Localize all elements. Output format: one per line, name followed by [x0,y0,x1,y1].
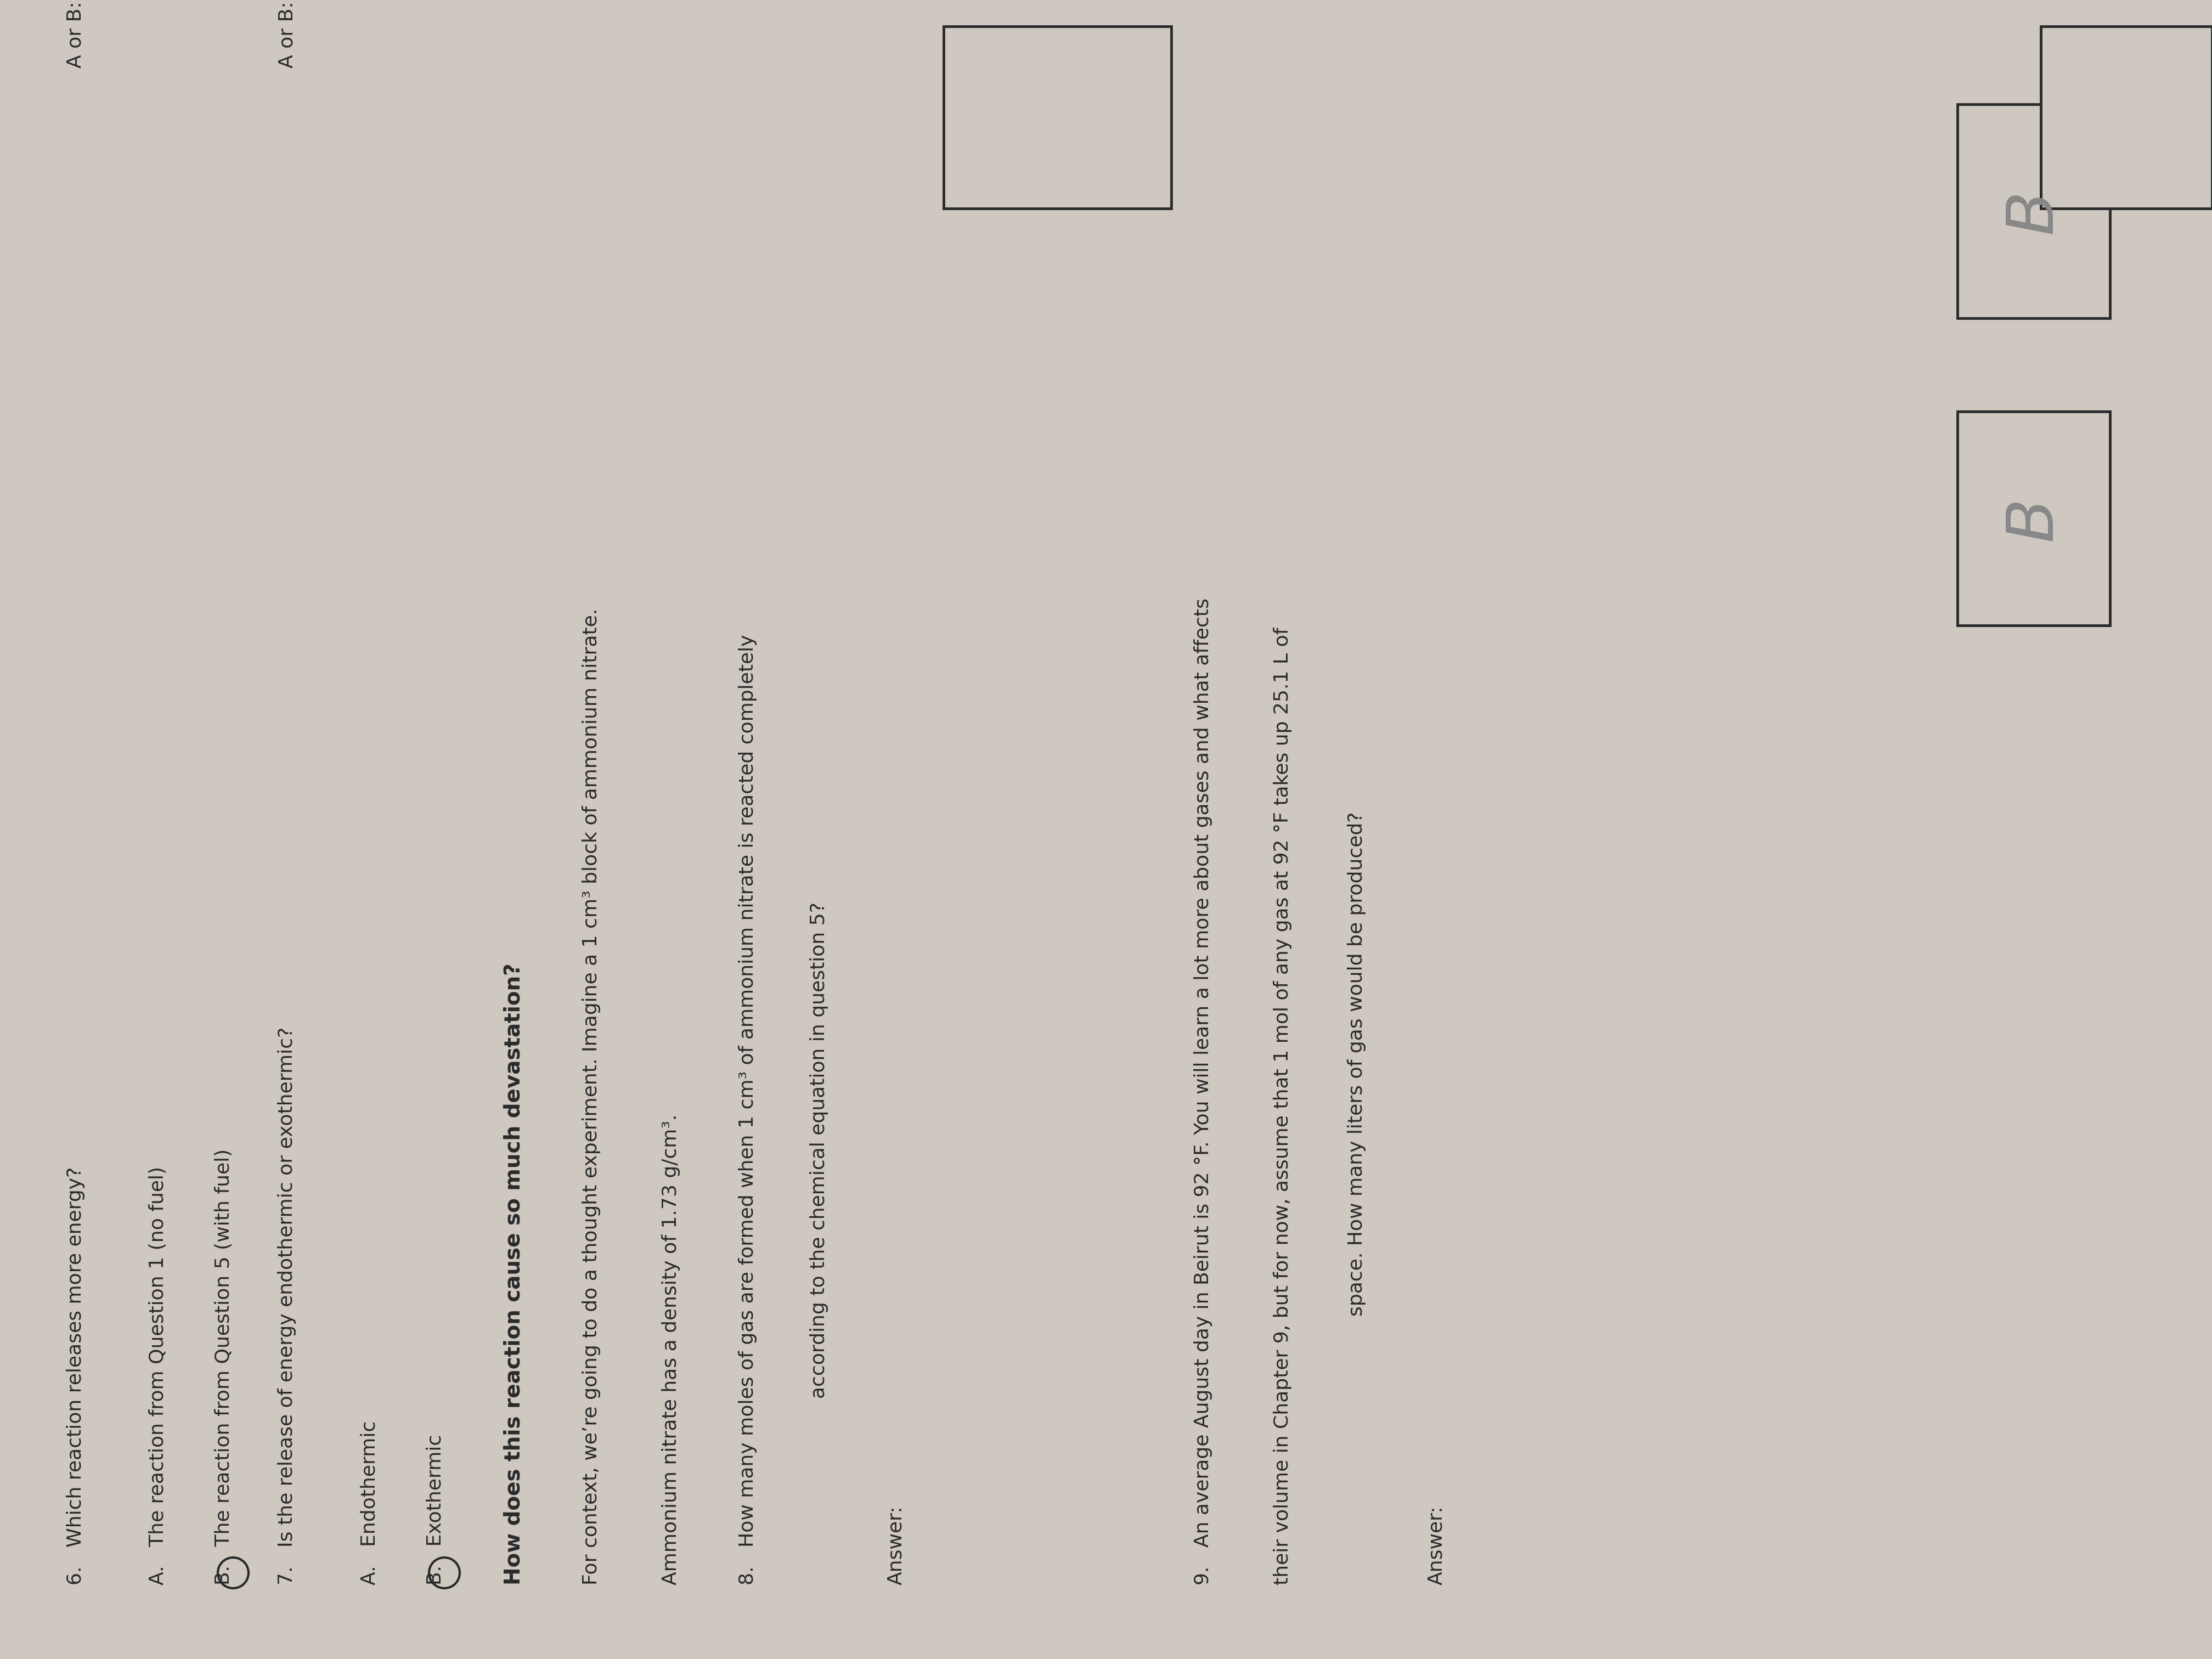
Text: Answer:: Answer: [1427,1506,1447,1584]
Text: 7.   Is the release of energy endothermic or exothermic?: 7. Is the release of energy endothermic … [276,1027,296,1584]
Text: 8.   How many moles of gas are formed when 1 cm³ of ammonium nitrate is reacted : 8. How many moles of gas are formed when… [739,634,757,1584]
Bar [1958,105,2110,319]
Bar [1958,411,2110,625]
Text: Ammonium nitrate has a density of 1.73 g/cm³.: Ammonium nitrate has a density of 1.73 g… [661,1115,681,1584]
Text: A or B:: A or B: [66,2,84,68]
Text: according to the chemical equation in question 5?: according to the chemical equation in qu… [810,902,830,1399]
Text: their volume in Chapter 9, but for now, assume that 1 mol of any gas at 92 °F ta: their volume in Chapter 9, but for now, … [1274,627,1292,1584]
Text: 6.   Which reaction releases more energy?: 6. Which reaction releases more energy? [66,1166,84,1584]
Text: B.   Exothermic: B. Exothermic [425,1435,445,1584]
Text: A.   Endothermic: A. Endothermic [361,1420,378,1584]
Text: space. How many liters of gas would be produced?: space. How many liters of gas would be p… [1347,811,1367,1316]
Text: 9.   An average August day in Beirut is 92 °F. You will learn a lot more about g: 9. An average August day in Beirut is 92… [1194,597,1212,1584]
Text: A or B:: A or B: [276,2,296,68]
Text: How does this reaction cause so much devastation?: How does this reaction cause so much dev… [502,962,524,1584]
Bar [945,27,1172,209]
Text: B.   The reaction from Question 5 (with fuel): B. The reaction from Question 5 (with fu… [215,1148,232,1584]
Bar [2042,27,2212,209]
Text: A.   The reaction from Question 1 (no fuel): A. The reaction from Question 1 (no fuel… [148,1166,168,1584]
Text: For context, we’re going to do a thought experiment. Imagine a 1 cm³ block of am: For context, we’re going to do a thought… [582,609,602,1584]
Text: B: B [2002,189,2066,234]
Text: Answer:: Answer: [887,1506,905,1584]
Text: B: B [2002,496,2066,541]
